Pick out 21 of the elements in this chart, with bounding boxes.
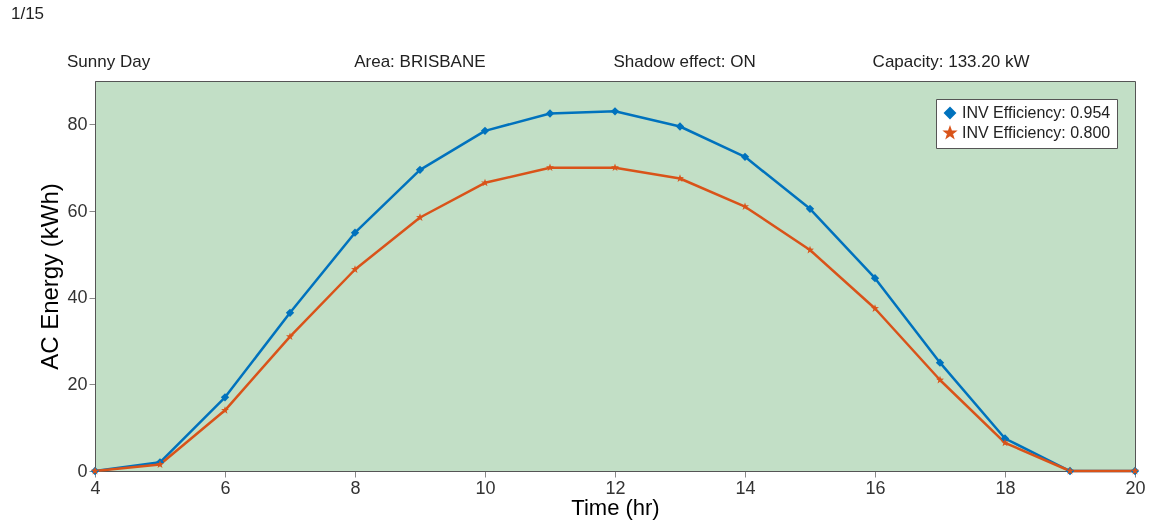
text: Sunny Day — [67, 52, 151, 71]
y-tick-label: 80 — [67, 113, 88, 134]
y-axis-title: AC Energy (kWh) — [36, 183, 64, 370]
text: Area: BRISBANE — [354, 52, 486, 71]
x-tick-label: 8 — [350, 477, 361, 498]
legend-label: INV Efficiency: 0.954 — [962, 104, 1111, 121]
y-tick-label: 40 — [67, 287, 88, 308]
x-tick-label: 4 — [90, 477, 101, 498]
text: Shadow effect: ON — [613, 52, 756, 71]
y-tick-label: 20 — [67, 373, 88, 394]
text: Capacity: 133.20 kW — [872, 52, 1030, 71]
x-tick-label: 18 — [995, 477, 1016, 498]
legend-label: INV Efficiency: 0.800 — [962, 124, 1111, 141]
y-tick-label: 60 — [67, 200, 88, 221]
x-tick-label: 14 — [735, 477, 756, 498]
x-tick-label: 6 — [220, 477, 231, 498]
y-tick-label: 0 — [77, 460, 88, 481]
chart-title: 1/15 — [10, 4, 45, 23]
x-tick-label: 16 — [865, 477, 886, 498]
x-tick-label: 10 — [475, 477, 496, 498]
x-tick-label: 20 — [1125, 477, 1146, 498]
